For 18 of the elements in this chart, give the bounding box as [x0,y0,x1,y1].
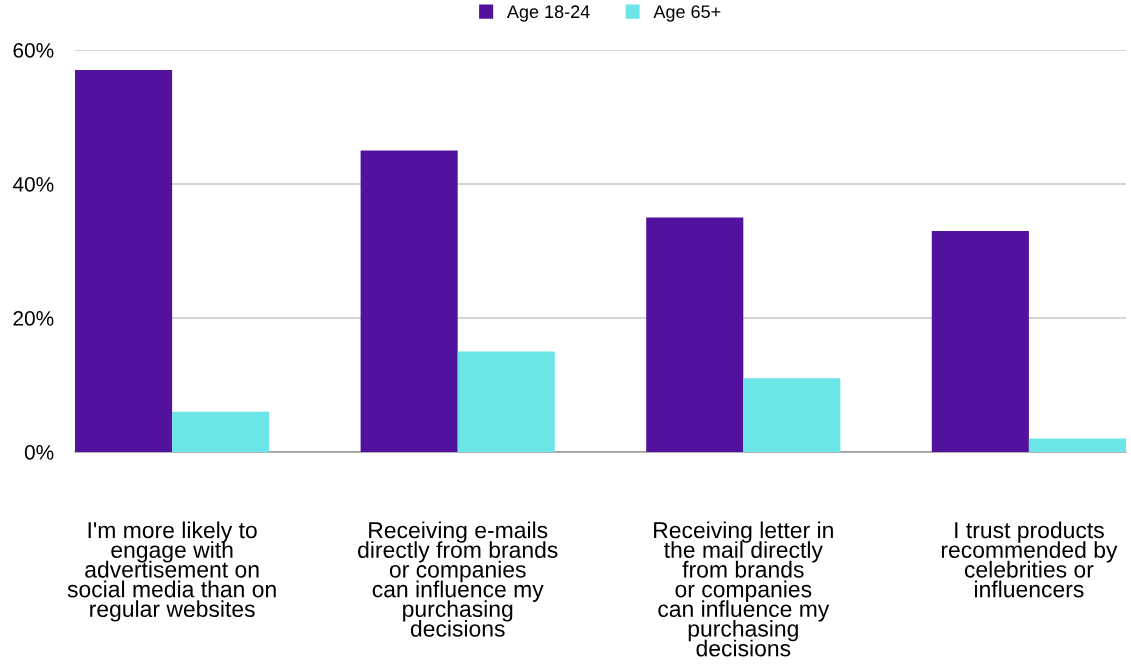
bar [646,217,744,452]
bar [743,378,841,452]
x-tick-label: I'm more likely to engage with advertisement on social media than on regular websites [67,521,276,622]
bar [75,70,173,452]
bar [1028,438,1126,452]
y-tick-label: 20% [13,311,54,326]
bar [931,230,1029,452]
bar [172,411,270,452]
x-tick-label: I trust products recommended by celebrities or influencers [941,521,1118,598]
y-tick-label: 0% [24,445,54,460]
bar [457,351,555,452]
bar [360,150,458,452]
x-tick-label: Receiving e-mails directly from brands or companies can influence my purchasing decisions [358,521,558,637]
y-tick-label: 40% [12,177,54,192]
x-tick-label: Receiving letter in the mail directly from brands or companies can influence my purchasing decisions [654,521,833,657]
y-tick-label: 60% [13,43,54,58]
legend-label: Age 18-24 [506,5,590,22]
legend-label: Age 65+ [653,5,721,22]
